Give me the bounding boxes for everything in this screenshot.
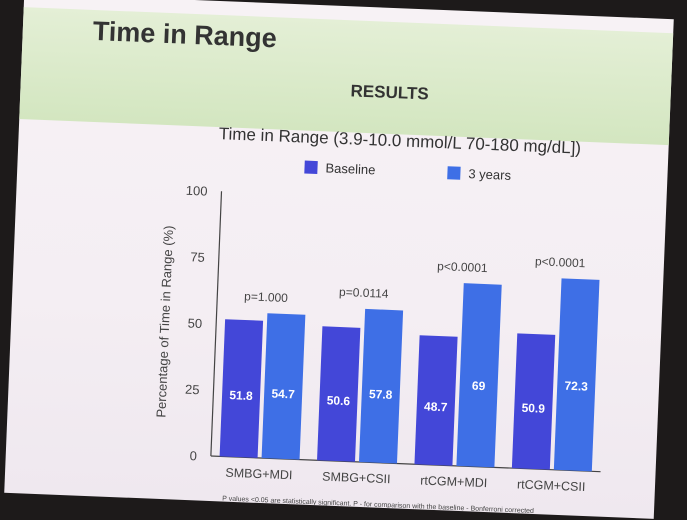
data-label: 69: [472, 379, 486, 394]
p-value-label: p=0.0114: [339, 285, 389, 301]
bar: [414, 335, 458, 466]
p-value-label: p=1.000: [244, 289, 289, 305]
bar: [317, 326, 361, 462]
bar-chart: 0 25 50 75 100 Percentage of Time in Range (%…: [153, 160, 601, 494]
data-label: 50.6: [326, 393, 350, 408]
y-tick-label: 100: [186, 183, 208, 199]
legend-label: Baseline: [325, 160, 375, 177]
bar: [261, 313, 306, 460]
y-tick-label: 0: [189, 448, 197, 463]
legend-swatch: [447, 166, 461, 180]
data-label: 57.8: [369, 387, 393, 402]
bar: [359, 308, 404, 464]
y-tick-label: 75: [190, 249, 205, 265]
data-label: 48.7: [424, 399, 448, 414]
bar: [553, 278, 600, 472]
y-axis-line: [210, 191, 223, 457]
p-value-label: p<0.0001: [437, 259, 488, 275]
y-tick-label: 50: [187, 315, 202, 331]
projected-slide: Time in Range RESULTS Time in Range (3.9…: [4, 0, 674, 519]
x-tick-label: SMBG+CSII: [322, 470, 391, 487]
y-axis-label: Percentage of Time in Range (%): [153, 225, 176, 418]
bar: [219, 319, 264, 458]
x-tick-label: rtCGM+MDI: [420, 473, 488, 490]
data-label: 51.8: [229, 388, 253, 403]
data-label: 72.3: [564, 379, 588, 394]
x-tick-label: SMBG+MDI: [225, 466, 293, 483]
bar: [456, 283, 502, 468]
data-label: 50.9: [521, 401, 545, 416]
data-label: 54.7: [271, 387, 295, 402]
p-value-label: p<0.0001: [535, 254, 586, 270]
legend-label: 3 years: [468, 166, 512, 183]
x-tick-label: rtCGM+CSII: [517, 477, 586, 494]
legend-swatch: [304, 160, 318, 175]
y-tick-label: 25: [185, 382, 200, 398]
bar: [511, 333, 556, 470]
